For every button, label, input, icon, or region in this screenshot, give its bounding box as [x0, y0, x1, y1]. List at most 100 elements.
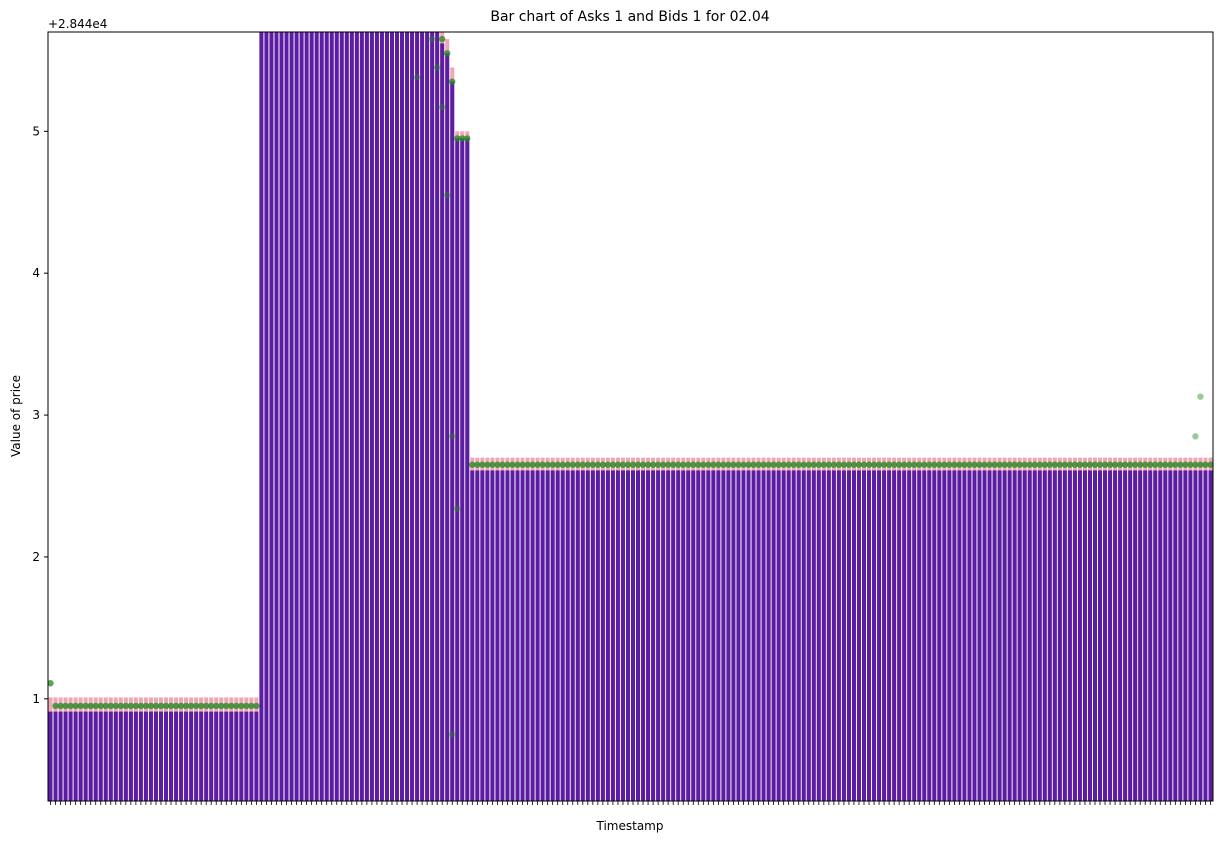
bids-bar [485, 470, 490, 801]
bids-bar [299, 32, 304, 801]
bids-bar [882, 470, 887, 801]
scatter-point [760, 461, 767, 468]
scatter-point [1167, 461, 1174, 468]
scatter-point [285, 32, 288, 33]
scatter-point [187, 702, 195, 710]
scatter-point [504, 461, 511, 468]
bids-bar [400, 32, 405, 801]
scatter-point [1177, 461, 1184, 468]
scatter-point [549, 461, 556, 468]
scatter-point [906, 461, 913, 468]
scatter-point [931, 461, 938, 468]
bids-bar [1082, 470, 1087, 801]
bids-bar [841, 470, 846, 801]
scatter-point [519, 461, 526, 468]
bids-bar [339, 32, 344, 801]
y-tick-label: 3 [32, 408, 40, 422]
scatter-point [380, 32, 384, 33]
scatter-point [454, 505, 461, 512]
bids-bar [1168, 470, 1173, 801]
scatter-point [400, 32, 404, 33]
bids-bar [575, 470, 580, 801]
bids-bar [284, 32, 289, 801]
bids-bar [545, 470, 550, 801]
bids-bar [982, 470, 987, 801]
bids-bar [641, 470, 646, 801]
scatter-point [1056, 461, 1064, 468]
scatter-point [1126, 461, 1134, 468]
bids-bar [595, 470, 600, 801]
chart-title: Bar chart of Asks 1 and Bids 1 for 02.04 [490, 9, 769, 25]
scatter-point [233, 702, 240, 710]
scatter-point [1172, 461, 1179, 468]
bids-bar [500, 470, 505, 801]
bids-bar [98, 711, 103, 801]
bids-bar [902, 470, 907, 801]
scatter-point [82, 702, 89, 710]
scatter-point [1111, 461, 1119, 468]
scatter-point [659, 461, 667, 468]
bids-bar [877, 470, 882, 801]
bids-bar [646, 470, 651, 801]
bids-bar [169, 711, 174, 801]
bids-bar [580, 470, 585, 801]
scatter-point [675, 461, 682, 468]
scatter-point [619, 461, 627, 468]
bids-bar [716, 470, 721, 801]
bids-bar [972, 470, 977, 801]
bids-bar [148, 711, 153, 801]
bids-bar [912, 470, 917, 801]
bids-bar [590, 470, 595, 801]
scatter-point [172, 702, 180, 710]
scatter-point [815, 461, 823, 468]
bids-bar [651, 470, 656, 801]
scatter-point [360, 32, 364, 33]
scatter-point [669, 461, 677, 468]
scatter-point [976, 461, 983, 468]
bids-bar [962, 470, 967, 801]
scatter-point [524, 461, 531, 468]
bids-bar [359, 32, 364, 801]
scatter-point [569, 461, 576, 468]
scatter-point [479, 461, 486, 468]
bids-bar [470, 470, 475, 801]
bids-bar [1027, 470, 1032, 801]
scatter-point [830, 461, 838, 468]
scatter-point [936, 461, 943, 468]
scatter-point [375, 32, 379, 33]
bids-bar [319, 32, 324, 801]
bids-bar [721, 470, 726, 801]
scatter-point [1081, 461, 1089, 468]
bids-bar [771, 470, 776, 801]
scatter-point [639, 461, 647, 468]
bids-bar [1108, 470, 1113, 801]
bids-bar [113, 711, 118, 801]
scatter-point [1091, 461, 1099, 468]
scatter-point [1011, 461, 1018, 468]
scatter-point [290, 32, 294, 33]
bids-bar [354, 32, 359, 801]
scatter-point [202, 702, 210, 710]
bids-bar [781, 470, 786, 801]
scatter-point [805, 461, 812, 468]
scatter-point [1152, 461, 1159, 468]
scatter-point [534, 461, 541, 468]
scatter-point [295, 32, 299, 33]
bids-bar [1017, 470, 1022, 801]
scatter-point [700, 461, 707, 468]
bids-bar [1047, 470, 1052, 801]
scatter-point [1121, 461, 1129, 468]
bids-bar [922, 470, 927, 801]
bids-bar [791, 470, 796, 801]
scatter-point [1157, 461, 1164, 468]
y-tick-label: 1 [32, 692, 40, 706]
scatter-point [1046, 461, 1054, 468]
bids-bar [691, 470, 696, 801]
scatter-point [971, 461, 978, 468]
bids-bar [776, 470, 781, 801]
scatter-point [765, 461, 772, 468]
scatter-point [132, 702, 140, 710]
bids-bar [555, 470, 560, 801]
bids-bar [1037, 470, 1042, 801]
bids-bar [967, 470, 972, 801]
